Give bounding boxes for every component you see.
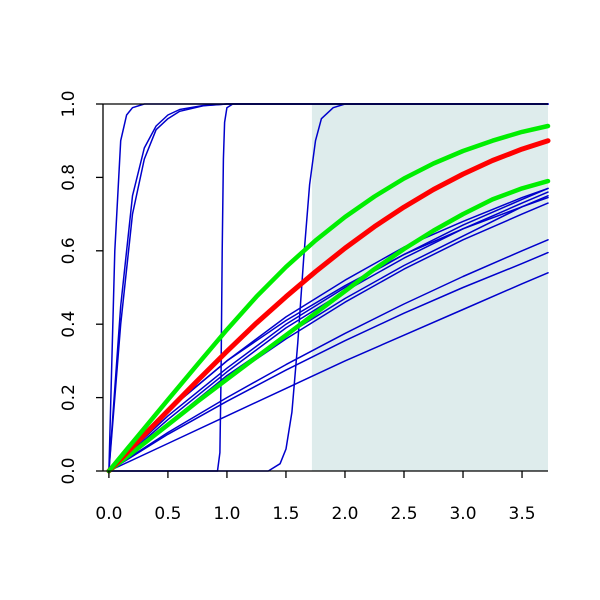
series-line-3 (108, 103, 549, 472)
series-line-5 (108, 103, 549, 472)
series-line-15 (106, 178, 551, 474)
x-tick-label-6: 3.0 (449, 504, 476, 524)
series-line-13 (108, 251, 549, 472)
x-tick-label-5: 2.5 (390, 504, 417, 524)
y-tick-label-1: 0.2 (59, 384, 79, 411)
x-tick-label-3: 1.5 (272, 504, 299, 524)
y-tick-label-3: 0.6 (59, 237, 79, 264)
x-tick-label-7: 3.5 (509, 504, 536, 524)
x-tick-label-1: 0.5 (154, 504, 181, 524)
y-tick-label-4: 0.8 (59, 164, 79, 191)
series-line-12 (108, 239, 549, 472)
x-tick-label-2: 1.0 (213, 504, 240, 524)
y-tick-label-0: 0.0 (59, 457, 79, 484)
x-tick-label-0: 0.0 (95, 504, 122, 524)
series-line-17 (106, 123, 551, 474)
series-line-4 (108, 103, 549, 472)
series-layer (106, 103, 551, 474)
x-tick-label-4: 2.0 (331, 504, 358, 524)
axes-layer: 0.0 0.5 1.0 1.5 2.0 2.5 3.0 3.5 0.0 0.2 0.4 0.6 0.8 1… (59, 90, 548, 524)
series-line-16 (106, 138, 551, 474)
series-line-8 (108, 187, 549, 472)
y-tick-label-5: 1.0 (59, 90, 79, 117)
series-line-14 (108, 272, 549, 472)
y-tick-label-2: 0.4 (59, 311, 79, 338)
